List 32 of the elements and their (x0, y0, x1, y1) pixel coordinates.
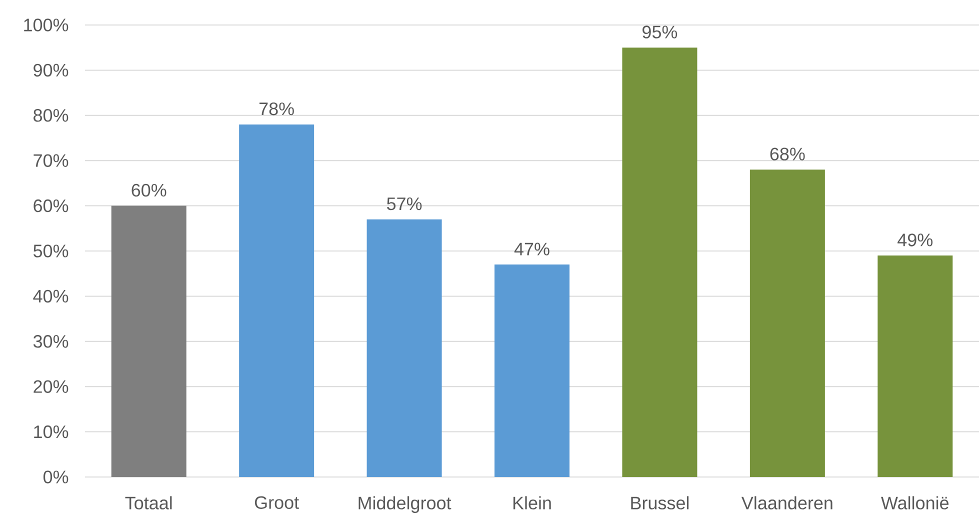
y-tick-label: 20% (34, 380, 68, 393)
bar (239, 124, 314, 477)
y-tick-label: 10% (34, 425, 68, 438)
bar (366, 219, 442, 477)
x-tick-label: Groot (254, 496, 299, 509)
bar (494, 264, 570, 477)
data-label: 95% (642, 26, 678, 38)
x-tick-label: Wallonië (881, 496, 949, 510)
data-label: 57% (386, 198, 422, 210)
y-tick-label: 80% (34, 109, 68, 122)
y-tick-label: 40% (33, 290, 68, 303)
x-tick-label: Klein (513, 496, 551, 510)
x-tick-label: Middelgroot (358, 496, 452, 513)
y-tick-label: 70% (34, 154, 68, 167)
bar (750, 170, 825, 477)
bar (622, 48, 698, 477)
y-tick-label: 90% (34, 64, 68, 77)
data-label: 47% (514, 242, 550, 256)
x-tick-label: Vlaanderen (741, 496, 832, 510)
data-label: 60% (132, 184, 166, 197)
y-tick-label: 0% (43, 470, 68, 484)
y-tick-label: 50% (33, 244, 68, 258)
data-label: 78% (259, 102, 294, 116)
y-tick-label: 60% (34, 199, 68, 212)
data-label: 49% (898, 234, 933, 246)
bar (878, 256, 953, 477)
x-tick-label: Totaal (125, 496, 172, 510)
data-label: 68% (770, 148, 805, 160)
y-tick-label: 30% (33, 335, 68, 348)
y-tick-label: 100% (24, 18, 68, 32)
bar (111, 206, 186, 477)
x-tick-label: Brussel (631, 496, 689, 510)
